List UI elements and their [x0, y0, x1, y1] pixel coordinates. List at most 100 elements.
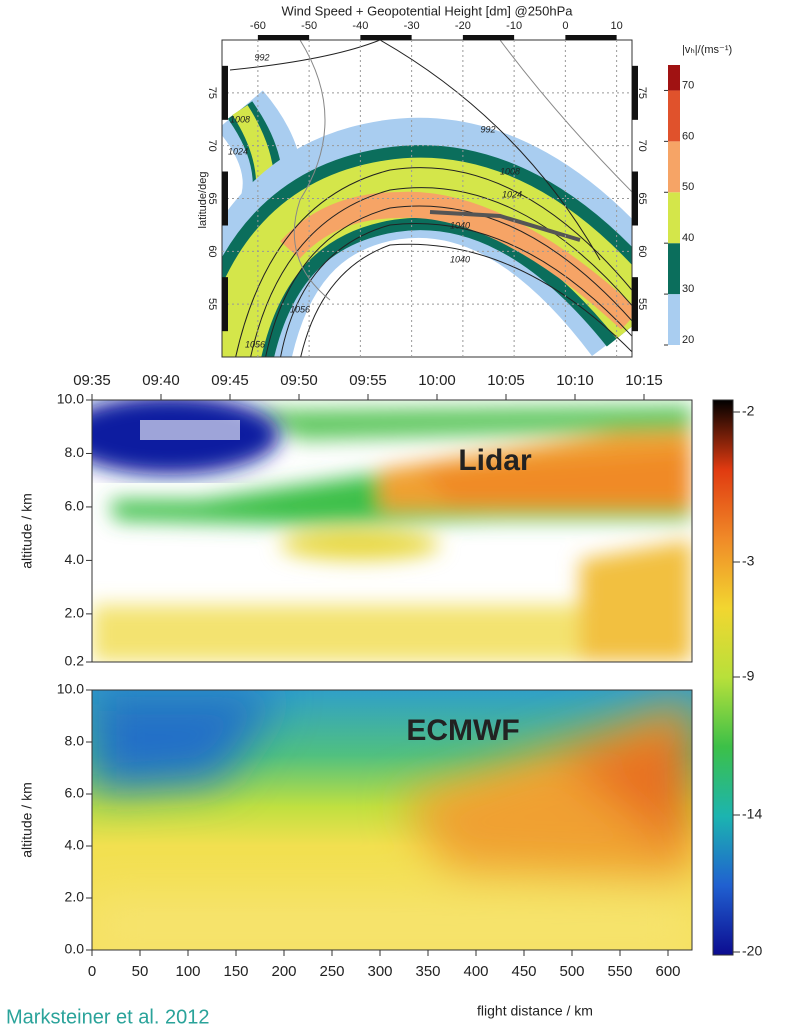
lidar-field [92, 400, 692, 662]
x-tick-label: 200 [271, 963, 296, 980]
lidar-frame [91, 399, 693, 663]
ecmwf-label: ECMWF [406, 714, 519, 747]
contour-label: 1056 [290, 304, 310, 314]
map-colorbar-label: |vₕ|/(ms⁻¹) [682, 44, 732, 56]
map [222, 40, 632, 357]
x-tick-label: 450 [511, 963, 536, 980]
map-scale-block [632, 277, 638, 332]
colorbar-tick-label: -9 [742, 668, 755, 684]
map-scale-block [257, 35, 310, 40]
ecmwf-field [92, 690, 692, 950]
map-y-tick-label: 55 [206, 298, 218, 310]
map-colorbar-tick-label: 70 [682, 79, 694, 91]
colorbar-tick-label: -2 [742, 403, 755, 419]
lidar-label: Lidar [458, 444, 532, 477]
time-tick-label: 10:15 [625, 372, 663, 389]
map-scale-block [222, 171, 228, 226]
map-y-tick-label: 75 [206, 87, 218, 99]
y-tick-label: 8.0 [65, 444, 85, 460]
contour-label: 1008 [500, 166, 520, 176]
y-tick-label: 4.0 [65, 837, 85, 853]
map-colorbar-segment [668, 141, 680, 193]
contour-label: 1024 [502, 189, 522, 199]
colorbar-tick-label: -3 [742, 553, 755, 569]
time-tick-label: 09:45 [211, 372, 249, 389]
x-tick-label: 600 [655, 963, 680, 980]
time-tick-label: 09:50 [280, 372, 318, 389]
time-tick-label: 09:40 [142, 372, 180, 389]
time-tick-label: 10:00 [418, 372, 456, 389]
colorbar-tick-label: -20 [742, 943, 762, 959]
time-tick-label: 10:10 [556, 372, 594, 389]
map-x-tick-label: -40 [352, 20, 368, 32]
y-tick-label: 4.0 [65, 551, 85, 567]
x-tick-label: 500 [559, 963, 584, 980]
map-y-tick-label: 65 [636, 192, 648, 204]
contour-label: 1024 [228, 146, 248, 156]
lidar-y-label: altitude / km [19, 493, 35, 568]
map-x-tick-label: -30 [404, 20, 420, 32]
map-y-tick-label: 75 [636, 87, 648, 99]
x-tick-label: 350 [415, 963, 440, 980]
contour-label: 1040 [450, 254, 470, 264]
time-tick-label: 10:05 [487, 372, 525, 389]
x-tick-label: 400 [463, 963, 488, 980]
map-scale-block [632, 171, 638, 226]
source: Marksteiner et al. 2012 [6, 1006, 209, 1028]
x-tick-label: 550 [607, 963, 632, 980]
map-scale-block [632, 65, 638, 120]
map-colorbar-segment [668, 243, 680, 295]
ecmwf-frame [91, 689, 693, 951]
map-scale-block [565, 35, 617, 40]
map-x-tick-label: 0 [562, 20, 568, 32]
map-y-label: latitude/deg [197, 172, 209, 229]
map-colorbar-tick-label: 20 [682, 334, 694, 346]
map-x-tick-label: -20 [455, 20, 471, 32]
time-tick-label: 09:55 [349, 372, 387, 389]
contour-label: 1040 [450, 220, 470, 230]
map-scale-block [462, 35, 515, 40]
map-y-tick-label: 70 [636, 140, 648, 152]
contour-label: 992 [254, 52, 269, 62]
x-tick-label: 0 [88, 963, 96, 980]
map-y-tick-label: 55 [636, 298, 648, 310]
map-colorbar-segment [668, 90, 680, 142]
y-tick-label: 0.2 [65, 653, 85, 669]
map-colorbar-segment [668, 294, 680, 345]
contour-label: 992 [480, 124, 495, 134]
map-colorbar-tick-label: 30 [682, 283, 694, 295]
x-tick-label: 300 [367, 963, 392, 980]
map-title: Wind Speed + Geopotential Height [dm] @2… [281, 3, 573, 18]
colorbar-tick-label: -14 [742, 806, 762, 822]
x-tick-label: 250 [319, 963, 344, 980]
x-tick-label: 100 [175, 963, 200, 980]
map-scale-block [222, 277, 228, 332]
map-colorbar-tick-label: 50 [682, 181, 694, 193]
y-tick-label: 6.0 [65, 498, 85, 514]
colorbar [712, 399, 734, 956]
map-y-tick-label: 70 [206, 140, 218, 152]
y-tick-label: 10.0 [57, 391, 84, 407]
map-x-tick-label: -10 [506, 20, 522, 32]
x-tick-label: 150 [223, 963, 248, 980]
contour-label: 1056 [245, 339, 265, 349]
y-tick-label: 0.0 [65, 941, 85, 957]
map-y-tick-label: 60 [206, 245, 218, 257]
map-colorbar-segment [668, 192, 680, 244]
map-y-tick-label: 60 [636, 245, 648, 257]
map-x-tick-label: 10 [611, 20, 623, 32]
y-tick-label: 2.0 [65, 889, 85, 905]
map-colorbar-segment [668, 65, 680, 91]
x-tick-label: 50 [132, 963, 149, 980]
map-colorbar-tick-label: 60 [682, 130, 694, 142]
contour-label: 1008 [230, 114, 250, 124]
y-tick-label: 8.0 [65, 733, 85, 749]
map-y-tick-label: 65 [206, 192, 218, 204]
ecmwf-y-label: altitude / km [19, 782, 35, 857]
x-label: flight distance / km [477, 1003, 593, 1019]
map-scale-block [222, 65, 228, 120]
time-tick-label: 09:35 [73, 372, 111, 389]
map-x-tick-label: -60 [250, 20, 266, 32]
